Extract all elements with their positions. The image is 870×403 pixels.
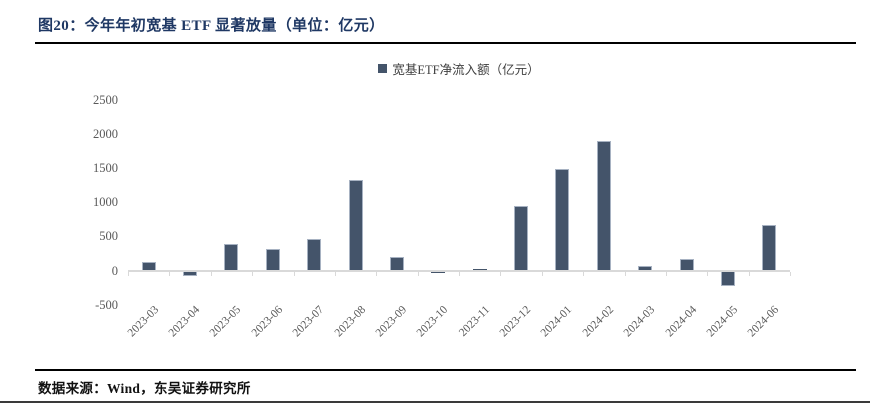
y-axis-label: -500 bbox=[95, 297, 118, 312]
legend: 宽基ETF净流入额（亿元） bbox=[128, 60, 790, 77]
x-axis-tick bbox=[459, 272, 460, 276]
x-axis-tick bbox=[707, 272, 709, 276]
bar-2023-10 bbox=[431, 271, 446, 273]
legend-label: 宽基ETF净流入额（亿元） bbox=[392, 62, 540, 77]
x-axis-tick bbox=[252, 272, 254, 276]
y-axis-label: 1500 bbox=[93, 161, 118, 176]
x-axis-tick bbox=[748, 272, 750, 276]
x-axis-tick bbox=[293, 272, 295, 276]
bar-2024-06 bbox=[762, 225, 777, 271]
bar-2023-06 bbox=[265, 249, 280, 271]
legend-square-icon bbox=[378, 63, 388, 73]
bar-2023-12 bbox=[514, 206, 529, 271]
x-axis-tick bbox=[169, 272, 171, 276]
bar-2023-07 bbox=[307, 238, 322, 271]
bar-2023-05 bbox=[224, 243, 239, 271]
y-axis-label: 2000 bbox=[93, 127, 118, 142]
footer-divider bbox=[35, 369, 856, 371]
bar-2024-02 bbox=[596, 140, 611, 271]
bar-2023-08 bbox=[348, 180, 363, 271]
figure-title: 图20：今年年初宽基 ETF 显著放量（单位：亿元） bbox=[38, 18, 385, 34]
x-axis-line bbox=[128, 270, 790, 272]
y-axis-label: 0 bbox=[111, 263, 118, 278]
x-axis-tick bbox=[417, 272, 419, 276]
x-axis-tick bbox=[790, 272, 791, 276]
x-axis-tick bbox=[210, 272, 212, 276]
x-axis-tick bbox=[128, 272, 129, 276]
bar-2023-09 bbox=[389, 257, 404, 271]
x-axis-tick bbox=[500, 272, 502, 276]
x-axis-tick bbox=[624, 272, 626, 276]
y-axis-label: 1000 bbox=[93, 195, 118, 210]
bar-2024-05 bbox=[720, 271, 735, 286]
page-bottom-border bbox=[0, 401, 870, 403]
data-source: 数据来源：Wind，东吴证券研究所 bbox=[38, 381, 251, 396]
bar-2024-01 bbox=[555, 169, 570, 271]
y-axis-label: 500 bbox=[99, 229, 118, 244]
y-axis-label: 2500 bbox=[93, 93, 118, 107]
x-axis-tick bbox=[334, 272, 336, 276]
x-axis-tick bbox=[541, 272, 543, 276]
x-axis-tick bbox=[583, 272, 585, 276]
x-axis-tick bbox=[376, 272, 378, 276]
title-divider bbox=[35, 42, 856, 44]
x-axis-tick bbox=[665, 272, 667, 276]
